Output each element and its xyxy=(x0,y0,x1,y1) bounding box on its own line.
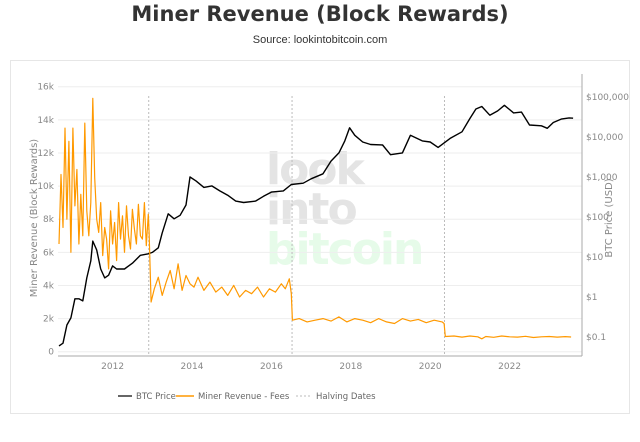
x-tick-label: 2014 xyxy=(181,362,204,372)
legend-btc-price[interactable]: BTC Price xyxy=(136,392,176,402)
chart-frame xyxy=(10,60,630,414)
legend-halving-dates[interactable]: Halving Dates xyxy=(316,392,376,402)
y-tick-label: 8k xyxy=(43,215,55,225)
chart-subtitle: Source: lookintobitcoin.com xyxy=(252,34,388,46)
y2-tick-label: $1 xyxy=(586,293,597,303)
legend: BTC Price Miner Revenue - Fees Halving D… xyxy=(118,392,376,402)
x-tick-label: 2012 xyxy=(101,362,124,372)
x-tick-label: 2016 xyxy=(260,362,283,372)
watermark: look into bitcoin xyxy=(266,144,424,275)
y-axis-label: Miner Revenue (Block Rewards) xyxy=(29,139,40,297)
y-tick-label: 10k xyxy=(37,182,54,192)
y-tick-label: 4k xyxy=(43,281,55,291)
x-tick-label: 2020 xyxy=(419,362,442,372)
y-tick-label: 14k xyxy=(37,116,54,126)
legend-miner-revenue[interactable]: Miner Revenue - Fees xyxy=(198,392,290,402)
y2-tick-label: $10,000 xyxy=(586,133,623,143)
miner-revenue-line xyxy=(58,97,572,340)
y2-axis-label: BTC Price (USD) xyxy=(604,178,615,257)
watermark-into: into xyxy=(266,184,356,235)
y2-tick-label: $0.1 xyxy=(586,333,606,343)
y-tick-label: 0 xyxy=(48,348,54,358)
btc-price-line xyxy=(58,104,574,347)
y-tick-label: 6k xyxy=(43,248,55,258)
y2-tick-label: $10 xyxy=(586,253,603,263)
y2-tick-label: $1,000 xyxy=(586,173,618,183)
y-tick-label: 16k xyxy=(37,83,54,93)
y2-tick-label: $100,000 xyxy=(586,93,629,103)
watermark-bitcoin: bitcoin xyxy=(266,224,422,275)
chart-title: Miner Revenue (Block Rewards) xyxy=(131,2,509,26)
y-tick-label: 12k xyxy=(37,149,54,159)
y2-tick-label: $100 xyxy=(586,213,609,223)
x-tick-label: 2022 xyxy=(498,362,521,372)
y-tick-label: 2k xyxy=(43,315,55,325)
x-tick-label: 2018 xyxy=(339,362,362,372)
